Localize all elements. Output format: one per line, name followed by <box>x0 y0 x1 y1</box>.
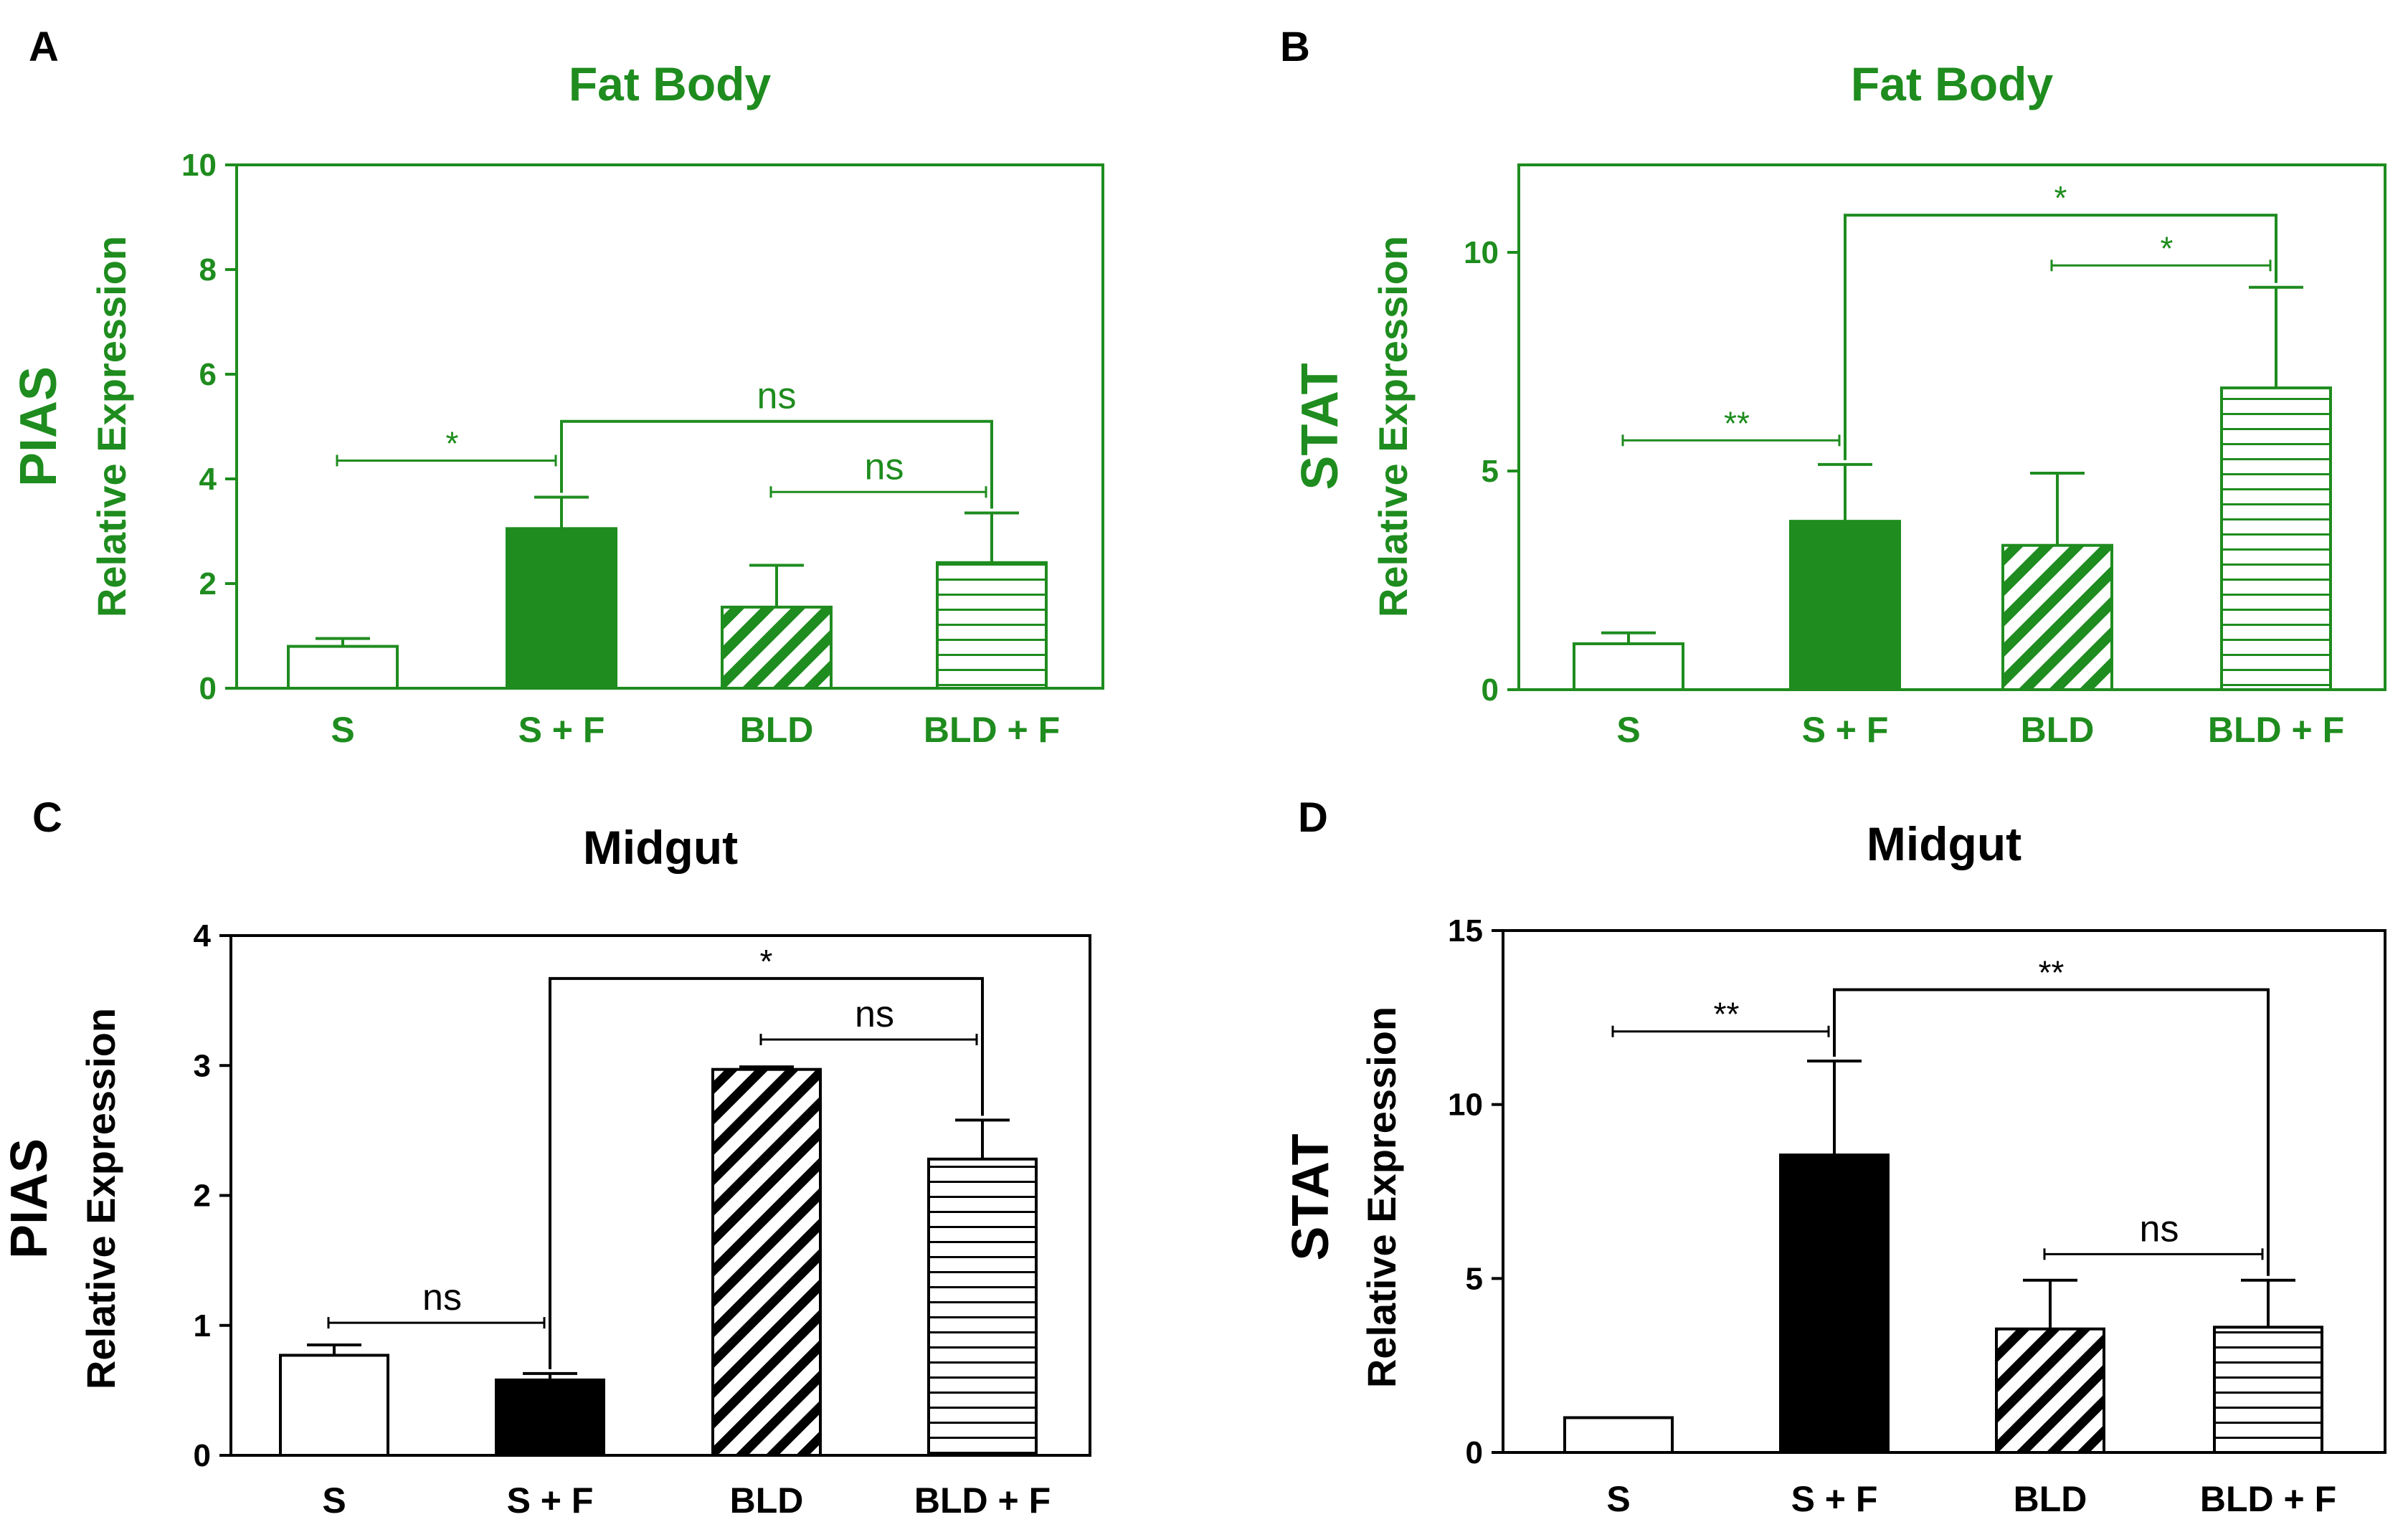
bar <box>287 645 399 690</box>
panel-label: D <box>1298 794 1328 841</box>
panel-label: C <box>32 794 62 841</box>
y-axis-label: Relative Expression <box>1359 1007 1404 1388</box>
y-tick-label: 0 <box>1482 672 1499 708</box>
y-tick-label: 1 <box>194 1308 211 1343</box>
significance-bracket <box>560 419 993 509</box>
significance-label: ns <box>422 1277 462 1318</box>
significance-label: * <box>2161 229 2174 267</box>
panel-a: A Fat Body PIAS Relative Expression 0 2 4 6 8 10 S… <box>10 24 1104 750</box>
chart-title: Fat Body <box>569 57 772 110</box>
gene-label: PIAS <box>10 366 67 487</box>
category-label: BLD + F <box>2200 1479 2336 1519</box>
gene-label: PIAS <box>1 1138 58 1259</box>
y-tick-label: 0 <box>194 1438 211 1473</box>
y-tick-label: 3 <box>194 1048 211 1083</box>
category-label: BLD + F <box>924 710 1060 750</box>
y-tick-label: 2 <box>199 566 217 601</box>
bar <box>2220 386 2332 691</box>
y-tick-label: 10 <box>1464 235 1499 270</box>
category-label: S + F <box>1791 1479 1878 1519</box>
significance-label: * <box>446 424 459 462</box>
chart-title: Fat Body <box>1851 57 2054 110</box>
plot-frame <box>235 163 1104 690</box>
bar <box>936 561 1048 690</box>
category-label: S <box>322 1480 346 1521</box>
significance-label: * <box>2054 179 2067 217</box>
significance-label: ** <box>1724 404 1750 442</box>
bar <box>2001 543 2113 692</box>
category-label: BLD <box>2021 710 2095 750</box>
y-tick-label: 4 <box>194 918 212 953</box>
significance-label: ns <box>757 376 797 417</box>
panel-b: B Fat Body STAT Relative Expression 0 5 10 S S +… <box>1280 24 2386 750</box>
bar <box>711 1067 822 1457</box>
gene-label: STAT <box>1291 363 1349 490</box>
bar <box>721 605 833 690</box>
panel-d: D Midgut STAT Relative Expression 0 5 10 15 S S +… <box>1282 794 2386 1519</box>
bar <box>2213 1326 2323 1455</box>
y-axis-label: Relative Expression <box>89 236 134 617</box>
bar <box>1573 642 1684 692</box>
category-label: BLD + F <box>2208 710 2344 750</box>
significance-label: ns <box>2140 1208 2179 1250</box>
gene-label: STAT <box>1282 1133 1340 1260</box>
significance-label: ns <box>865 446 904 487</box>
category-label: S + F <box>507 1480 594 1521</box>
bar <box>1789 520 1901 692</box>
bar <box>927 1157 1038 1457</box>
significance-bracket <box>1844 214 2277 460</box>
bar <box>1563 1416 1674 1455</box>
y-tick-label: 5 <box>1466 1261 1483 1296</box>
y-tick-label: 15 <box>1448 913 1483 948</box>
significance-label: * <box>760 943 773 980</box>
category-label: S <box>331 710 354 750</box>
category-label: S + F <box>1802 710 1889 750</box>
y-tick-label: 8 <box>199 252 217 287</box>
y-tick-label: 4 <box>199 462 217 497</box>
bar <box>1995 1327 2105 1454</box>
y-tick-label: 2 <box>194 1179 211 1214</box>
y-tick-label: 0 <box>1466 1435 1483 1470</box>
chart-title: Midgut <box>1867 817 2021 870</box>
y-tick-label: 10 <box>1448 1088 1483 1123</box>
y-tick-label: 10 <box>181 148 217 183</box>
significance-bracket <box>1833 988 2270 1276</box>
significance-label: ** <box>1714 996 1740 1033</box>
bar <box>495 1378 605 1457</box>
category-label: BLD + F <box>914 1480 1051 1521</box>
panel-label: B <box>1280 24 1310 70</box>
y-axis-label: Relative Expression <box>78 1008 123 1389</box>
significance-bracket <box>549 976 984 1369</box>
bar <box>506 527 617 690</box>
chart-title: Midgut <box>583 821 738 874</box>
category-label: BLD <box>2014 1479 2087 1519</box>
category-label: S <box>1616 710 1640 750</box>
y-tick-label: 0 <box>199 671 217 706</box>
y-tick-label: 6 <box>199 357 217 392</box>
panel-label: A <box>29 24 59 70</box>
significance-label: ns <box>855 994 894 1035</box>
category-label: BLD <box>740 710 814 750</box>
plot-frame <box>1517 163 2386 691</box>
bar <box>279 1354 389 1457</box>
panel-c: C Midgut PIAS Relative Expression 0 1 2 3 4 S S + … <box>1 794 1091 1521</box>
y-tick-label: 5 <box>1482 454 1499 489</box>
significance-label: ** <box>2039 954 2065 991</box>
plot-frame <box>1502 929 2386 1454</box>
bar <box>1779 1154 1890 1455</box>
category-label: S <box>1606 1479 1630 1519</box>
y-axis-label: Relative Expression <box>1370 236 1416 617</box>
category-label: S + F <box>518 710 605 750</box>
category-label: BLD <box>730 1480 804 1521</box>
